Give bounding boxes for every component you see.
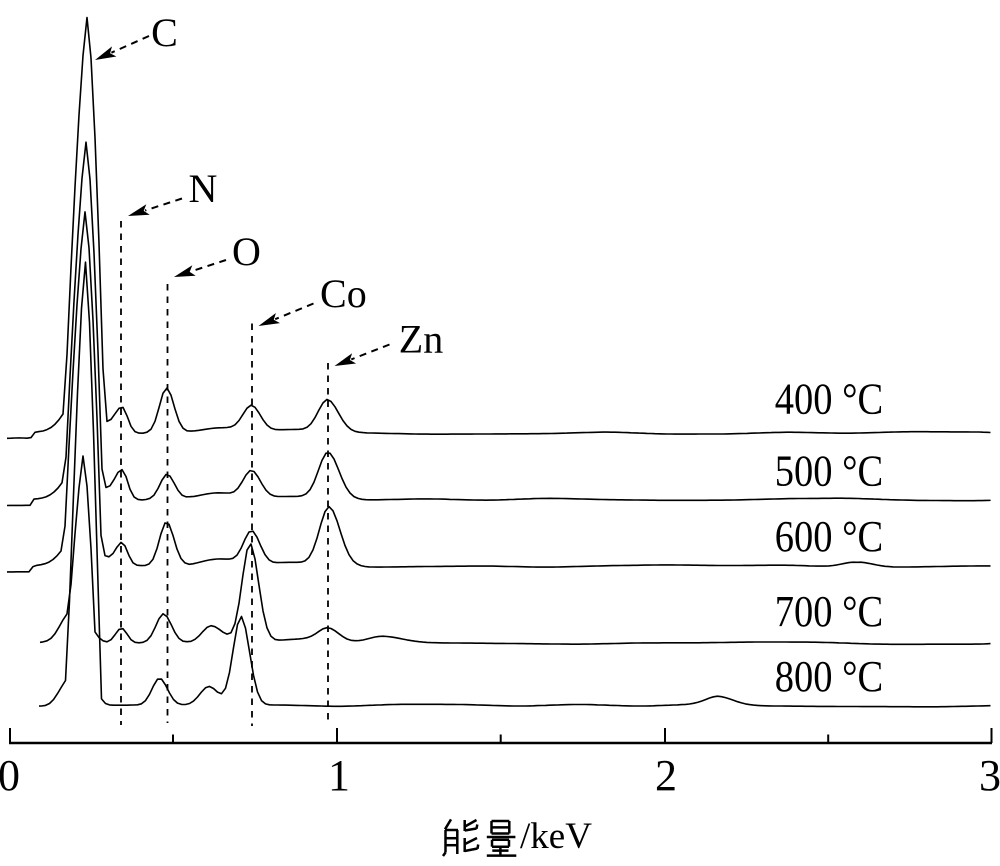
svg-text:0: 0: [0, 751, 20, 800]
svg-text:Co: Co: [320, 271, 367, 316]
svg-text:800 °C: 800 °C: [775, 652, 883, 701]
svg-text:O: O: [232, 229, 261, 274]
svg-text:1: 1: [328, 751, 350, 800]
svg-text:400 °C: 400 °C: [775, 374, 883, 423]
svg-text:2: 2: [655, 751, 677, 800]
svg-text:C: C: [151, 10, 178, 55]
svg-text:600 °C: 600 °C: [775, 512, 883, 561]
svg-text:700 °C: 700 °C: [775, 587, 883, 636]
svg-text:3: 3: [979, 751, 1000, 800]
svg-text:500 °C: 500 °C: [775, 446, 883, 495]
svg-text:/keV: /keV: [520, 816, 592, 857]
svg-text:Zn: Zn: [399, 317, 443, 362]
svg-text:N: N: [189, 166, 218, 211]
